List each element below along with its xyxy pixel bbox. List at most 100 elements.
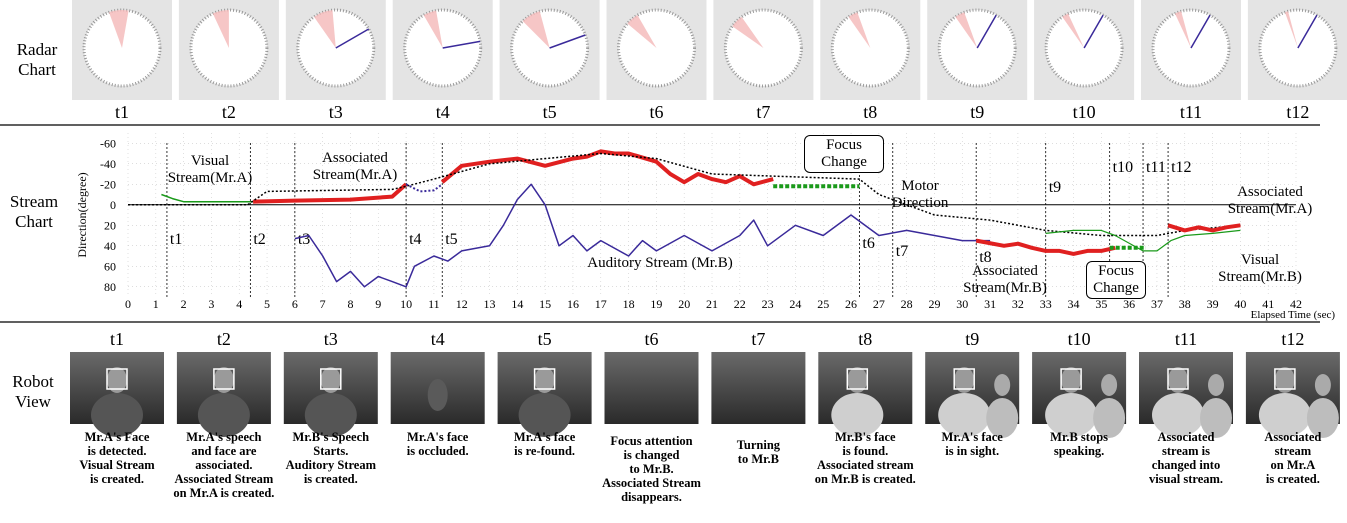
face bbox=[1208, 374, 1224, 396]
series-label: Associated Stream(Mr.B) bbox=[950, 263, 1060, 297]
radar-label: t9 bbox=[970, 102, 984, 122]
robot-time-label: t9 bbox=[965, 329, 979, 349]
x-tick-label: 32 bbox=[1012, 297, 1024, 311]
camera-frame bbox=[605, 352, 699, 424]
series-label: Associated Stream(Mr.A) bbox=[300, 150, 410, 184]
radar-label: t3 bbox=[329, 102, 343, 122]
series-label: Auditory Stream (Mr.B) bbox=[580, 255, 740, 272]
series-label: Visual Stream(Mr.A) bbox=[165, 153, 255, 187]
x-tick-label: 14 bbox=[511, 297, 523, 311]
y-tick-label: -60 bbox=[100, 136, 116, 150]
x-tick-label: 35 bbox=[1095, 297, 1107, 311]
x-tick-label: 19 bbox=[650, 297, 662, 311]
row-label: Robot View bbox=[2, 372, 64, 412]
x-tick-label: 9 bbox=[375, 297, 381, 311]
y-axis-label: Direction(degree) bbox=[75, 172, 89, 257]
y-tick-label: -20 bbox=[100, 177, 116, 191]
radar-label: t11 bbox=[1180, 102, 1202, 122]
radar-label: t12 bbox=[1286, 102, 1309, 122]
annotation-box: Focus Change bbox=[1086, 261, 1146, 299]
x-tick-label: 33 bbox=[1040, 297, 1052, 311]
time-marker-label: t3 bbox=[298, 231, 310, 248]
x-tick-label: 21 bbox=[706, 297, 718, 311]
radar-label: t1 bbox=[115, 102, 129, 122]
robot-time-label: t1 bbox=[110, 329, 124, 349]
x-tick-label: 15 bbox=[539, 297, 551, 311]
caption-line: Auditory Stream bbox=[266, 458, 396, 472]
time-marker-label: t2 bbox=[253, 231, 265, 248]
x-tick-label: 1 bbox=[153, 297, 159, 311]
robot-time-label: t8 bbox=[858, 329, 872, 349]
person bbox=[428, 379, 448, 411]
camera-frame bbox=[711, 352, 805, 424]
caption: Associatedstreamon Mr.Ais created. bbox=[1228, 430, 1347, 486]
robot-time-label: t10 bbox=[1068, 329, 1091, 349]
robot-time-label: t6 bbox=[644, 329, 658, 349]
y-tick-label: 0 bbox=[110, 198, 116, 212]
series-line bbox=[1168, 225, 1240, 230]
robot-time-label: t7 bbox=[751, 329, 765, 349]
caption-line: on Mr.A bbox=[1228, 458, 1347, 472]
x-tick-label: 17 bbox=[595, 297, 607, 311]
x-tick-label: 20 bbox=[678, 297, 690, 311]
face bbox=[994, 374, 1010, 396]
time-marker-label: t1 bbox=[170, 231, 182, 248]
series-line bbox=[161, 195, 253, 202]
y-tick-label: -40 bbox=[100, 157, 116, 171]
series-label: Motor Direction bbox=[880, 178, 960, 212]
x-axis-label: Elapsed Time (sec) bbox=[1251, 309, 1336, 321]
x-tick-label: 10 bbox=[400, 297, 412, 311]
caption-line: Associated bbox=[1228, 430, 1347, 444]
x-tick-label: 16 bbox=[567, 297, 579, 311]
caption-line: disappears. bbox=[587, 490, 717, 504]
y-tick-label: 80 bbox=[104, 280, 116, 294]
x-tick-label: 23 bbox=[762, 297, 774, 311]
x-tick-label: 13 bbox=[484, 297, 496, 311]
y-tick-label: 20 bbox=[104, 218, 116, 232]
x-tick-label: 11 bbox=[428, 297, 440, 311]
x-tick-label: 3 bbox=[208, 297, 214, 311]
y-tick-label: 40 bbox=[104, 239, 116, 253]
time-marker-label: t10 bbox=[1113, 159, 1133, 176]
x-tick-label: 6 bbox=[292, 297, 298, 311]
x-tick-label: 37 bbox=[1151, 297, 1163, 311]
time-marker-label: t7 bbox=[896, 243, 908, 260]
x-tick-label: 22 bbox=[734, 297, 746, 311]
time-marker-label: t11 bbox=[1146, 159, 1166, 176]
x-tick-label: 36 bbox=[1123, 297, 1135, 311]
x-tick-label: 24 bbox=[789, 297, 801, 311]
row-label: Stream Chart bbox=[2, 192, 66, 232]
series-label: Visual Stream(Mr.B) bbox=[1210, 252, 1310, 286]
time-marker-label: t9 bbox=[1049, 179, 1061, 196]
caption-line: is created. bbox=[1228, 472, 1347, 486]
face bbox=[1315, 374, 1331, 396]
x-tick-label: 26 bbox=[845, 297, 857, 311]
radar-label: t5 bbox=[543, 102, 557, 122]
robot-time-label: t2 bbox=[217, 329, 231, 349]
caption-line: on Mr.A is created. bbox=[159, 486, 289, 500]
radar-label: t4 bbox=[436, 102, 450, 122]
row-label: Radar Chart bbox=[2, 40, 72, 80]
robot-time-label: t11 bbox=[1175, 329, 1197, 349]
stream-chart: -60-40-200204060800123456789101112131415… bbox=[75, 133, 1335, 321]
y-tick-label: 60 bbox=[104, 259, 116, 273]
radar-label: t10 bbox=[1073, 102, 1096, 122]
robot-time-label: t4 bbox=[431, 329, 445, 349]
x-tick-label: 27 bbox=[873, 297, 885, 311]
x-tick-label: 30 bbox=[956, 297, 968, 311]
radar-label: t2 bbox=[222, 102, 236, 122]
series-label: Associated Stream(Mr.A) bbox=[1210, 184, 1330, 218]
time-marker-label: t4 bbox=[409, 231, 421, 248]
time-marker-label: t12 bbox=[1171, 159, 1191, 176]
robot-time-label: t3 bbox=[324, 329, 338, 349]
x-tick-label: 5 bbox=[264, 297, 270, 311]
radar-label: t7 bbox=[756, 102, 770, 122]
x-tick-label: 29 bbox=[928, 297, 940, 311]
figure: t1t2t3t4t5t6t7t8t9t10t11t12-60-40-200204… bbox=[0, 0, 1347, 523]
x-tick-label: 34 bbox=[1068, 297, 1080, 311]
face bbox=[1101, 374, 1117, 396]
x-tick-label: 4 bbox=[236, 297, 242, 311]
x-tick-label: 39 bbox=[1207, 297, 1219, 311]
robot-time-label: t12 bbox=[1281, 329, 1304, 349]
caption-line: is created. bbox=[266, 472, 396, 486]
